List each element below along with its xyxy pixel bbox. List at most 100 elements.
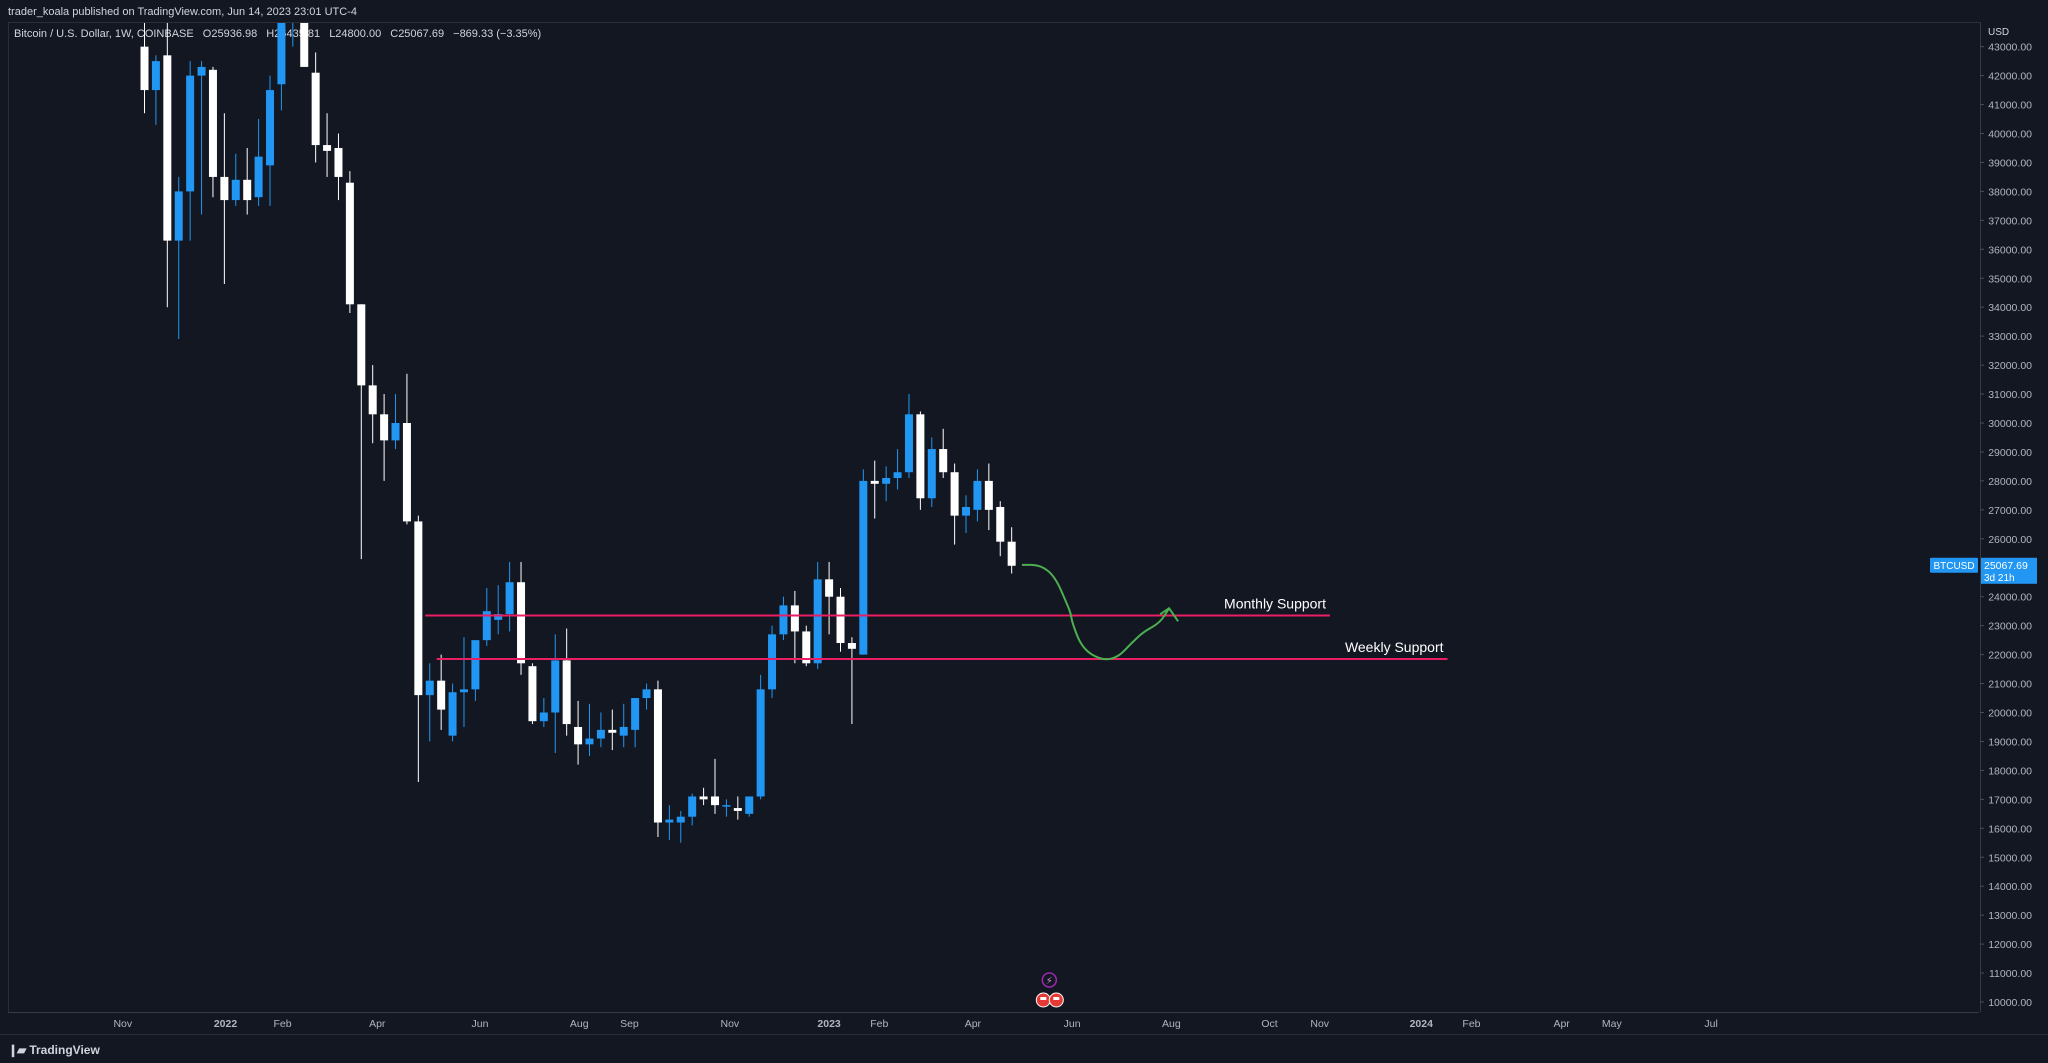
candle-body[interactable] <box>688 796 697 817</box>
candle-body[interactable] <box>916 414 925 499</box>
candle-body[interactable] <box>402 423 411 522</box>
candle-body[interactable] <box>653 689 662 823</box>
candle-body[interactable] <box>608 729 617 733</box>
candle-body[interactable] <box>300 0 309 67</box>
candle-body[interactable] <box>699 796 708 800</box>
candle-body[interactable] <box>551 660 560 713</box>
candle-body[interactable] <box>825 579 834 597</box>
candle-body[interactable] <box>711 796 719 806</box>
candle-body[interactable] <box>1007 541 1016 566</box>
candle-body[interactable] <box>220 176 229 201</box>
candle-body[interactable] <box>471 640 480 690</box>
candle-body[interactable] <box>345 182 354 305</box>
candle-body[interactable] <box>186 75 195 192</box>
candle-body[interactable] <box>859 480 868 655</box>
candle-body[interactable] <box>984 480 993 510</box>
time-tick-label: Apr <box>965 1018 982 1030</box>
candle-body[interactable] <box>323 145 332 151</box>
price-tick-label: 37000.00 <box>1988 215 2032 227</box>
candle-body[interactable] <box>562 660 571 725</box>
price-tick-label: 34000.00 <box>1988 302 2032 314</box>
candle-body[interactable] <box>231 179 240 201</box>
price-tick-label: 43000.00 <box>1988 42 2032 54</box>
price-axis[interactable] <box>1980 22 2048 1012</box>
symbol-tag[interactable] <box>1930 557 1978 573</box>
candle-body[interactable] <box>482 611 491 641</box>
candle-body[interactable] <box>962 506 971 516</box>
candle-body[interactable] <box>197 66 206 76</box>
candle-body[interactable] <box>870 480 879 484</box>
candle-body[interactable] <box>893 472 902 479</box>
candle-body[interactable] <box>414 521 423 696</box>
candle-body[interactable] <box>539 712 548 722</box>
candle-body[interactable] <box>425 680 434 696</box>
candle-body[interactable] <box>847 643 856 649</box>
candle-body[interactable] <box>163 55 172 241</box>
symbol-name[interactable]: Bitcoin / U.S. Dollar, 1W, COINBASE <box>14 28 194 40</box>
ohlc-change: −869.33 (−3.35%) <box>453 28 542 40</box>
candle-body[interactable] <box>151 61 160 91</box>
candle-body[interactable] <box>802 631 811 664</box>
event-lightning-icon[interactable] <box>1041 972 1058 988</box>
candle-body[interactable] <box>311 72 320 146</box>
candle-body[interactable] <box>459 689 468 693</box>
price-tick-label: 29000.00 <box>1988 447 2032 459</box>
candle-body[interactable] <box>836 596 845 644</box>
candle-body[interactable] <box>266 90 275 166</box>
candle-body[interactable] <box>756 689 765 797</box>
candle-body[interactable] <box>277 0 286 85</box>
candle-body[interactable] <box>391 423 400 441</box>
time-tick-label: Apr <box>369 1018 386 1030</box>
candle-body[interactable] <box>904 414 913 473</box>
candle-body[interactable] <box>813 579 822 664</box>
candle-body[interactable] <box>950 472 959 516</box>
candle-body[interactable] <box>437 680 446 710</box>
candle-body[interactable] <box>334 147 343 177</box>
candle-body[interactable] <box>243 179 252 201</box>
tradingview-brand[interactable]: ❙▰ TradingView <box>8 1043 100 1057</box>
candle-body[interactable] <box>665 819 674 823</box>
candle-body[interactable] <box>768 634 777 690</box>
candle-body[interactable] <box>619 726 628 736</box>
price-tick-label: 15000.00 <box>1988 852 2032 864</box>
candle-body[interactable] <box>208 69 217 177</box>
candle-body[interactable] <box>745 796 754 814</box>
candle-body[interactable] <box>722 805 731 807</box>
price-tick-label: 22000.00 <box>1988 650 2032 662</box>
candle-body[interactable] <box>779 605 788 635</box>
time-axis[interactable] <box>8 1012 1979 1035</box>
candle-body[interactable] <box>927 449 936 499</box>
candle-body[interactable] <box>368 385 377 415</box>
candle-body[interactable] <box>631 698 640 730</box>
candle-body[interactable] <box>174 191 183 241</box>
candle-body[interactable] <box>596 729 605 739</box>
chart-plot-area[interactable] <box>8 22 1980 1013</box>
candle-body[interactable] <box>574 726 583 745</box>
last-price-tag[interactable] <box>1981 557 2037 584</box>
candle-body[interactable] <box>448 692 457 736</box>
price-tick-label: 24000.00 <box>1988 592 2032 604</box>
candle-body[interactable] <box>528 666 537 722</box>
candle-body[interactable] <box>505 582 514 615</box>
candle-body[interactable] <box>939 449 948 473</box>
candle-body[interactable] <box>676 816 685 823</box>
candle-body[interactable] <box>357 304 366 386</box>
candle-body[interactable] <box>140 46 149 91</box>
price-tick-label: 13000.00 <box>1988 910 2032 922</box>
candle-body[interactable] <box>254 156 263 198</box>
candle-body[interactable] <box>517 582 526 664</box>
monthly-support-label: Monthly Support <box>1224 596 1326 612</box>
candle-body[interactable] <box>494 614 503 620</box>
candle-body[interactable] <box>973 480 982 510</box>
candle-body[interactable] <box>733 808 742 811</box>
candle-body[interactable] <box>790 605 799 632</box>
candle-body[interactable] <box>642 689 651 699</box>
candle-body[interactable] <box>585 738 594 745</box>
projected-path[interactable] <box>1021 563 1170 661</box>
time-tick-label: 2023 <box>817 1018 841 1030</box>
candle-body[interactable] <box>882 478 891 484</box>
price-tick-label: 21000.00 <box>1988 679 2032 691</box>
candle-body[interactable] <box>996 506 1005 542</box>
candle-body[interactable] <box>380 414 389 441</box>
